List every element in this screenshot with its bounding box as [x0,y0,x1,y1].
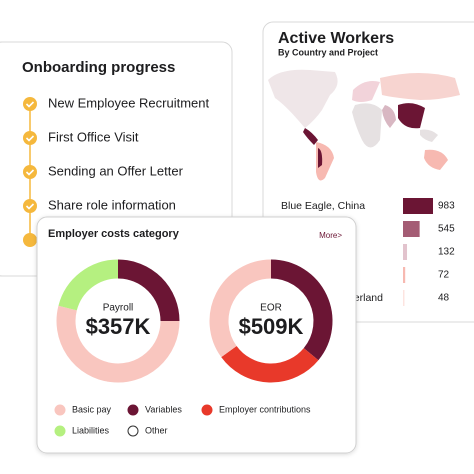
value-label: 72 [438,270,450,281]
card-title: Employer costs category [48,228,180,240]
check-icon [25,203,35,210]
bar [403,267,406,283]
more-link[interactable]: More> [319,231,342,240]
step-label: New Employee Recruitment [48,95,210,110]
row-label: erland [354,292,383,304]
step-icon [23,199,37,213]
card-title: Onboarding progress [22,59,175,76]
legend-swatch [54,404,66,416]
step-icon [23,131,37,145]
step-icon [23,97,37,111]
legend-swatch [54,425,66,437]
legend-swatch [127,425,139,437]
donut-total: $509K [239,314,304,339]
bar [403,198,433,214]
bar [403,244,408,260]
donut-segment [117,259,180,322]
value-label: 132 [438,247,455,258]
donut-segment [270,259,333,361]
check-icon [25,169,35,176]
step-icon [23,165,37,179]
card-title: Active Workers [278,30,394,47]
donut-segment [56,305,180,383]
donut-label: EOR [260,303,282,314]
world-map [268,69,460,181]
donut-segment [221,345,319,383]
legend-label: Employer contributions [219,404,311,414]
row-label: Blue Eagle, China [281,200,365,212]
legend-label: Other [145,425,168,435]
bar [403,221,420,237]
legend-label: Liabilities [72,425,110,435]
card-subtitle: By Country and Project [278,47,378,57]
costs-card: Employer costs category More> Payroll$35… [36,216,357,454]
step-label: First Office Visit [48,129,139,144]
donut-segment [209,259,272,358]
step-label: Share role information [48,197,176,212]
legend-label: Basic pay [72,404,112,414]
step-label: Sending an Offer Letter [48,163,184,178]
donut-total: $357K [86,314,151,339]
value-label: 983 [438,201,455,212]
legend-swatch [201,404,213,416]
bar [403,290,405,306]
value-label: 545 [438,224,455,235]
legend-swatch [127,404,139,416]
donut-segment [58,259,119,311]
legend-label: Variables [145,404,182,414]
donut-label: Payroll [103,303,134,314]
value-label: 48 [438,293,450,304]
check-icon [25,135,35,142]
check-icon [25,101,35,108]
step-icon [23,233,37,247]
